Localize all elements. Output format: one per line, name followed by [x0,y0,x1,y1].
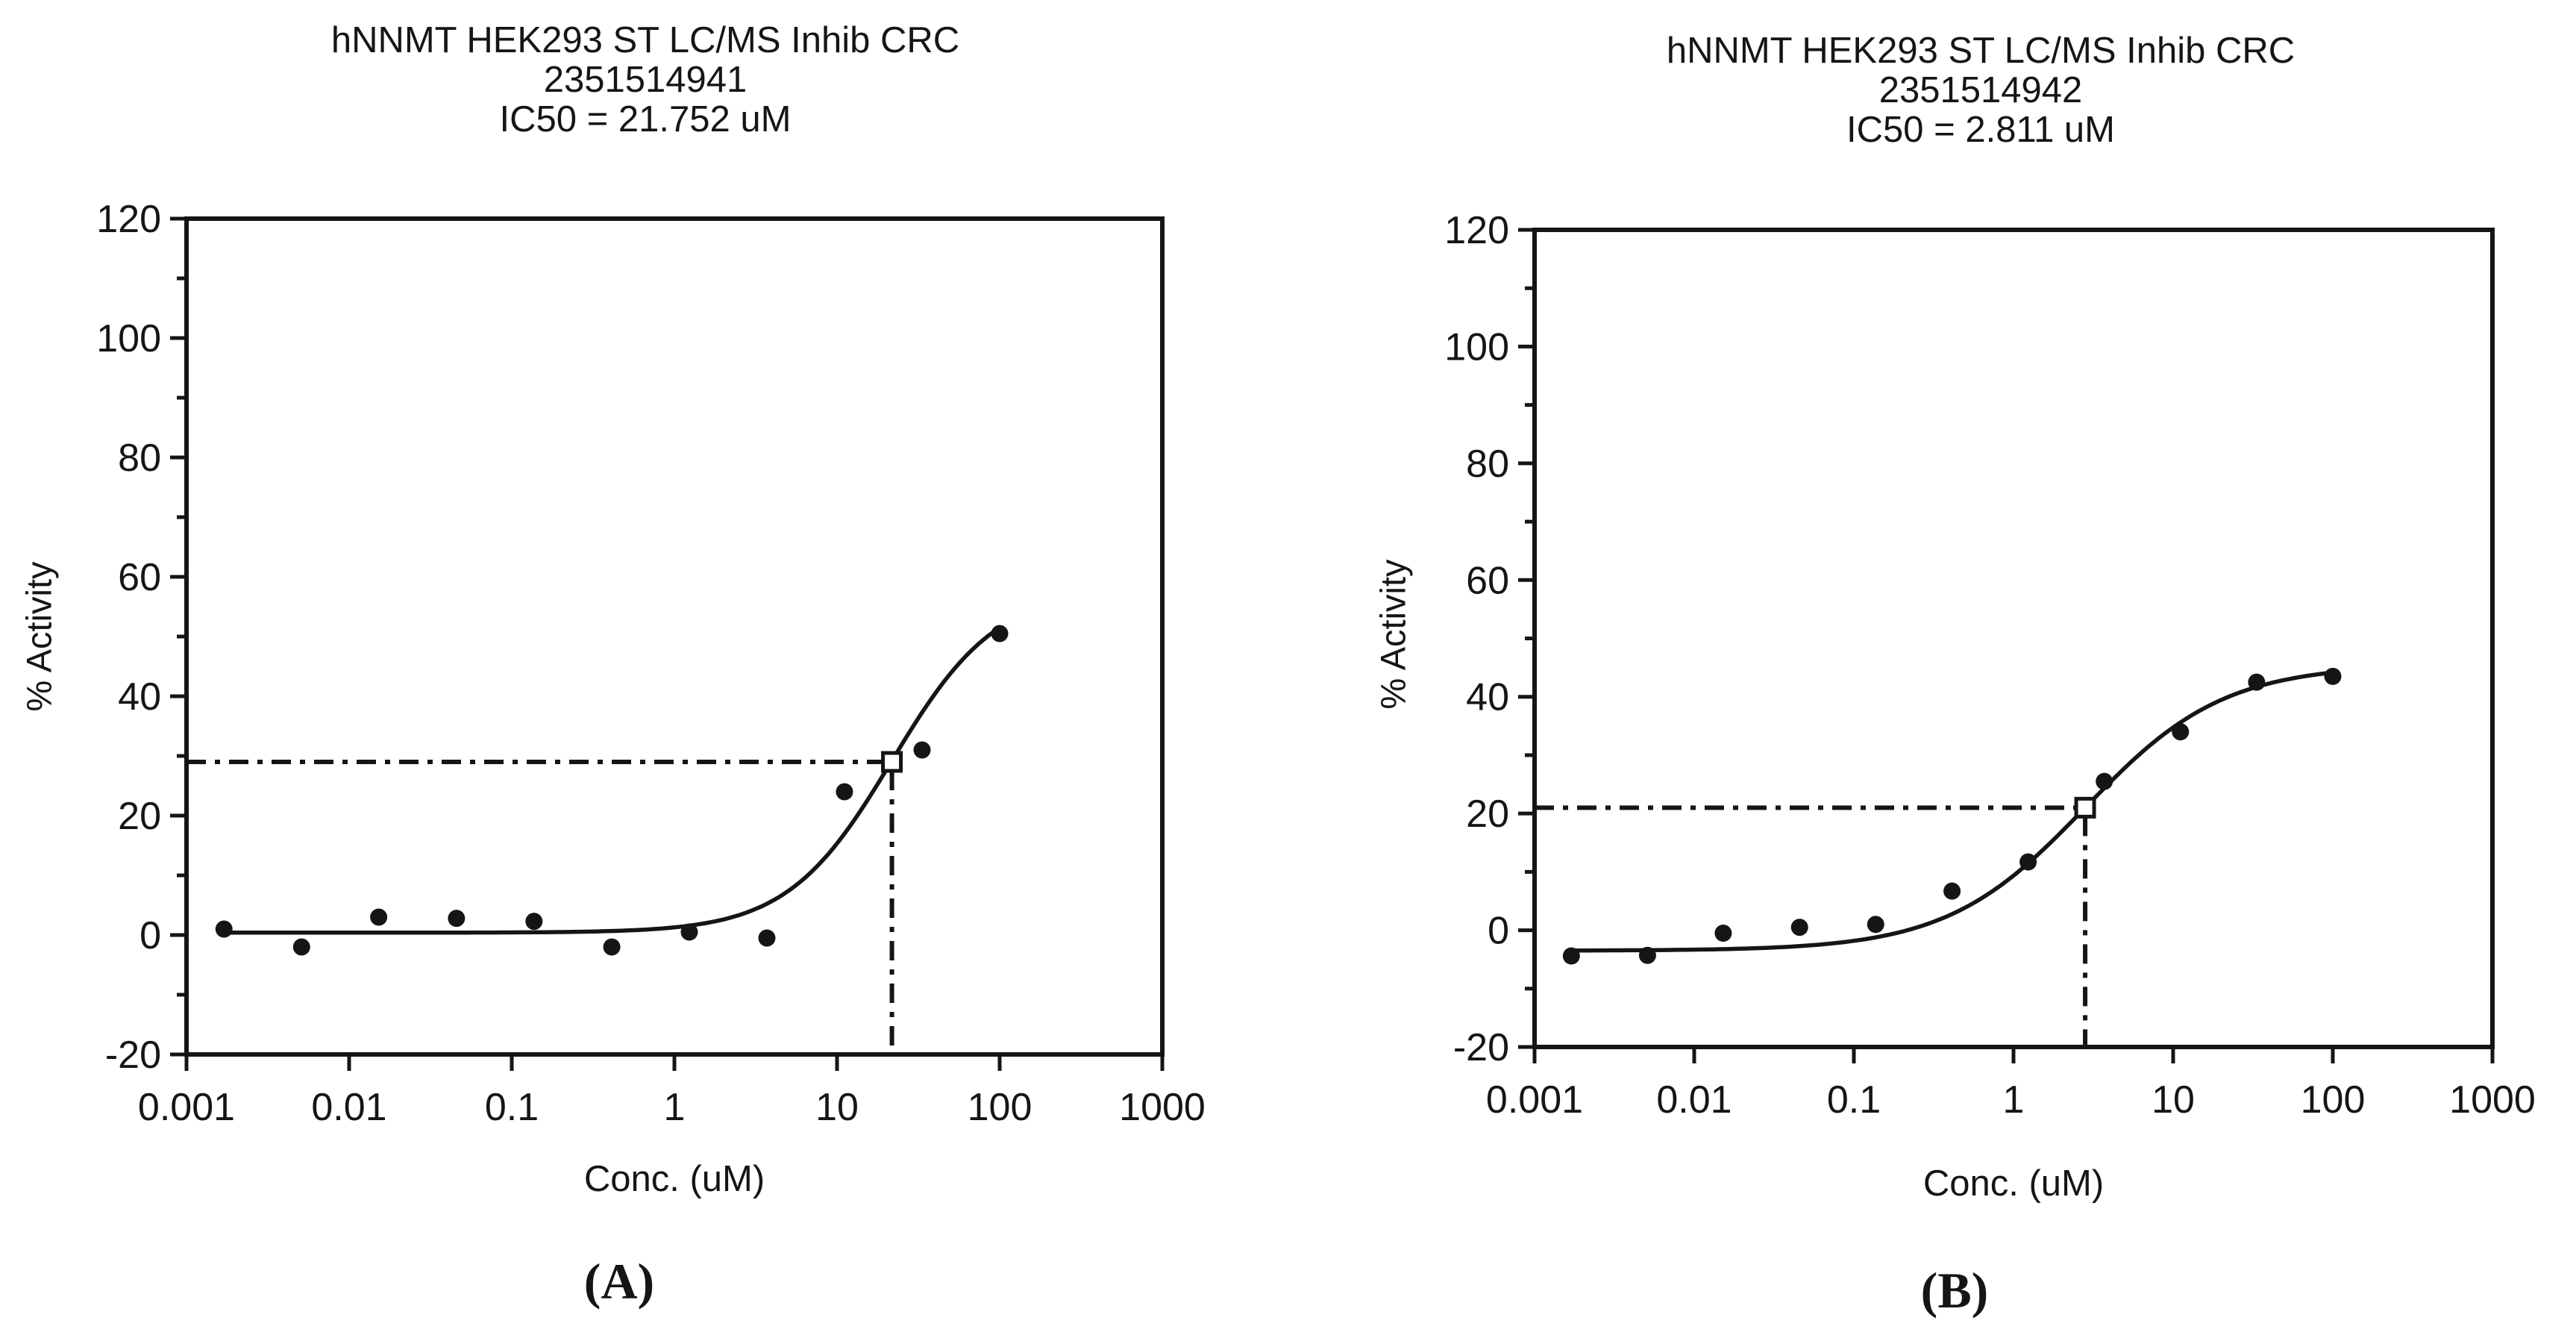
y-tick-label: 20 [1466,793,1509,836]
panel-caption-b: (B) [1920,1262,1989,1319]
x-tick-label: 100 [2301,1078,2366,1122]
data-point [2019,853,2037,871]
data-point [1638,946,1656,964]
x-tick-label: 1 [664,1086,686,1129]
x-tick-label: 0.001 [1486,1078,1583,1122]
y-tick-label: 120 [96,198,161,241]
data-point [2096,772,2113,790]
data-point [836,783,853,801]
fit-curve [1569,670,2335,953]
x-tick-label: 0.1 [485,1086,539,1129]
y-tick-label: 40 [118,675,161,719]
sample-id: 2351514942 [1878,70,2083,110]
x-tick-label: 100 [968,1086,1032,1129]
y-tick-label: 0 [1488,910,1509,953]
chart-title-a: hNNMT HEK293 ST LC/MS Inhib CRC 23515149… [331,21,959,140]
data-point [913,741,931,759]
data-point [680,923,698,941]
y-tick-label: 80 [118,437,161,480]
x-tick-label: 10 [815,1086,859,1129]
assay-title: hNNMT HEK293 ST LC/MS Inhib CRC [330,20,960,60]
data-point [1562,947,1580,965]
chart-title-b: hNNMT HEK293 ST LC/MS Inhib CRC 23515149… [1667,31,2295,150]
y-tick-label: 60 [1466,559,1509,602]
x-tick-label: 1000 [1119,1086,1206,1129]
data-point [603,938,621,956]
x-axis-label-a: Conc. (uM) [583,1159,765,1199]
data-point [1867,916,1884,934]
x-tick-label: 0.1 [1827,1078,1881,1122]
x-tick-label: 0.01 [311,1086,386,1129]
ic50-marker [2074,796,2096,819]
x-tick-label: 0.01 [1656,1078,1732,1122]
plot-frame [184,216,1165,1057]
data-point [2248,673,2266,691]
y-tick-label: 40 [1466,676,1509,719]
fit-curve [222,625,1002,935]
y-tick-label: 0 [140,914,161,957]
x-tick-label: 0.001 [138,1086,235,1129]
data-point [1943,882,1961,900]
y-tick-label: 120 [1444,209,1509,252]
ic50-readout: IC50 = 2.811 uM [1846,110,2116,150]
sample-id: 2351514941 [543,60,748,100]
data-point [370,908,388,926]
data-point [1714,924,1732,942]
data-point [1790,919,1808,937]
x-axis-label-b: Conc. (uM) [1922,1163,2105,1204]
x-tick-label: 1 [2003,1078,2025,1122]
data-point [991,625,1009,643]
x-tick-label: 10 [2152,1078,2195,1122]
y-tick-label: 60 [118,556,161,599]
ic50-readout: IC50 = 21.752 uM [499,99,792,140]
data-point [448,910,466,928]
plot-frame [1532,228,2495,1049]
y-tick-label: 20 [118,795,161,838]
data-point [2172,723,2190,741]
y-tick-label: -20 [105,1034,161,1077]
data-point [525,913,543,931]
y-tick-label: 80 [1466,443,1509,486]
y-tick-label: 100 [1444,325,1509,369]
y-tick-label: -20 [1453,1026,1509,1069]
data-point [2324,667,2342,685]
ic50-marker [881,751,903,773]
y-axis-label-b: % Activity [1373,559,1413,710]
data-point [758,929,776,947]
x-tick-label: 1000 [2449,1078,2536,1122]
y-axis-label-a: % Activity [19,561,59,712]
data-point [292,938,310,956]
data-point [215,920,233,938]
panel-caption-a: (A) [583,1253,655,1310]
assay-title: hNNMT HEK293 ST LC/MS Inhib CRC [1666,31,2295,71]
y-tick-label: 100 [96,317,161,360]
